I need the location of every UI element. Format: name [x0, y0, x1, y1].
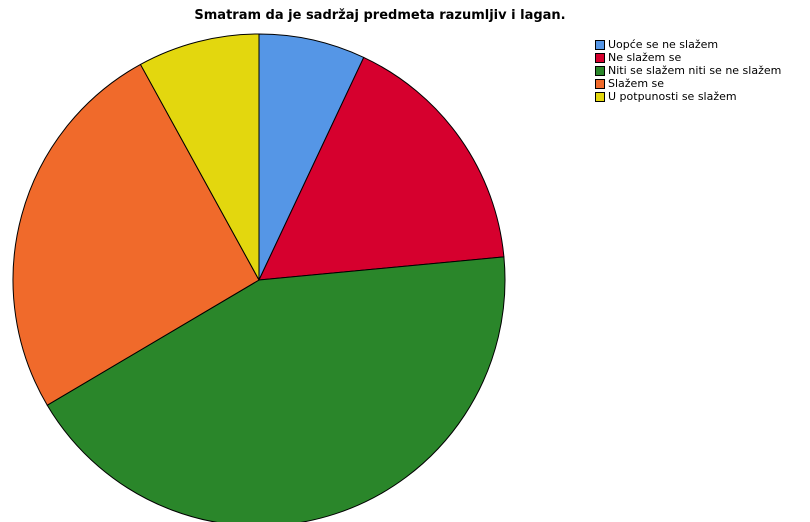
pie-slice-2: [258, 56, 505, 281]
chart-title: Smatram da je sadržaj predmeta razumljiv…: [194, 8, 566, 23]
pie-slice-5: [139, 33, 260, 281]
pie-slice-3: [46, 256, 506, 522]
legend-swatch: [595, 52, 605, 63]
legend-swatch: [595, 65, 605, 76]
legend-swatch: [595, 39, 605, 50]
legend-item: Niti se slažem niti se ne slažem: [595, 64, 781, 77]
pie-slice-1: [258, 33, 365, 281]
legend-swatch: [595, 78, 605, 89]
legend-item: Ne slažem se: [595, 51, 781, 64]
pie-slices: [12, 33, 506, 522]
legend-label: Uopće se ne slažem: [608, 38, 719, 51]
pie-slice-4: [12, 63, 260, 406]
legend-label: Slažem se: [608, 77, 665, 90]
legend-label: Niti se slažem niti se ne slažem: [608, 64, 782, 77]
legend-item: Slažem se: [595, 77, 781, 90]
legend-item: U potpunosti se slažem: [595, 90, 781, 103]
legend-item: Uopće se ne slažem: [595, 38, 781, 51]
legend-label: Ne slažem se: [608, 51, 682, 64]
chart-legend: Uopće se ne slažem Ne slažem se Niti se …: [595, 38, 781, 103]
legend-swatch: [595, 91, 605, 102]
legend-label: U potpunosti se slažem: [608, 90, 737, 103]
